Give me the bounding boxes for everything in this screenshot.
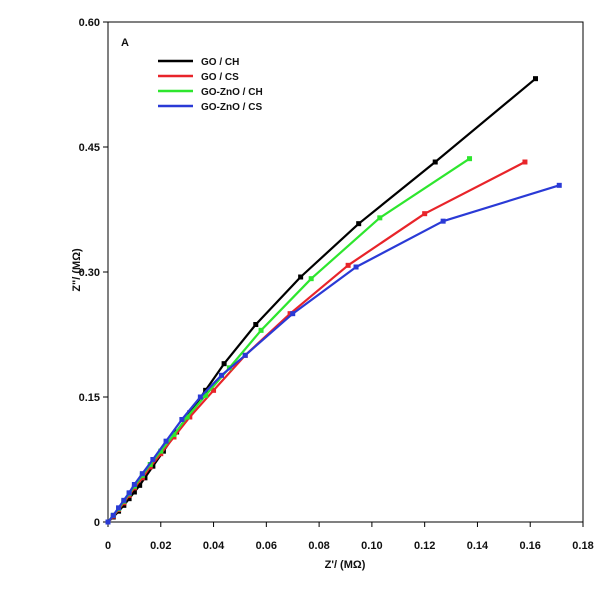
- data-point-go-ch: [137, 482, 143, 488]
- data-point-go-ch: [356, 221, 362, 227]
- x-tick-label: 0.04: [203, 540, 225, 552]
- x-tick-label: 0.08: [308, 540, 329, 552]
- x-tick-label: 0: [105, 540, 111, 552]
- data-point-go-cs: [211, 387, 217, 393]
- data-point-go-zno-ch: [158, 448, 164, 454]
- data-point-go-zno-cs: [116, 505, 122, 511]
- data-point-go-zno-cs: [440, 218, 446, 224]
- legend-label: GO-ZnO / CH: [201, 87, 263, 98]
- data-point-go-zno-cs: [131, 482, 137, 487]
- x-tick-label: 0.18: [572, 540, 593, 552]
- data-point-go-zno-ch: [308, 276, 314, 282]
- y-axis-label: Z"/ (MΩ): [71, 248, 83, 292]
- data-point-go-zno-ch: [377, 215, 383, 221]
- data-point-go-ch: [131, 489, 137, 495]
- series-line-go-ch: [107, 77, 537, 523]
- x-tick-label: 0.06: [256, 540, 277, 552]
- legend-label: GO-ZnO / CS: [201, 102, 262, 113]
- y-tick-label: 0: [94, 517, 100, 529]
- data-point-go-zno-cs: [139, 471, 145, 477]
- data-point-go-zno-cs: [150, 457, 156, 462]
- data-point-go-ch: [432, 159, 438, 165]
- data-point-go-zno-cs: [290, 311, 296, 317]
- legend: GO / CH GO / CS GO-ZnO / CH GO-ZnO / CS: [158, 57, 263, 113]
- y-tick-label: 0.30: [79, 267, 100, 279]
- data-point-go-zno-ch: [184, 414, 190, 420]
- data-point-go-zno-ch: [467, 156, 473, 162]
- data-point-go-cs: [522, 159, 528, 165]
- x-tick-label: 0.14: [467, 540, 489, 552]
- data-point-go-zno-cs: [197, 394, 203, 400]
- data-point-go-zno-cs: [218, 372, 224, 378]
- data-point-go-ch: [221, 361, 227, 367]
- data-point-go-zno-ch: [203, 392, 209, 398]
- series-layer: [105, 76, 562, 525]
- legend-label: GO / CS: [201, 72, 239, 83]
- data-point-go-zno-cs: [105, 519, 111, 525]
- data-point-go-ch: [253, 322, 259, 327]
- x-axis-label: Z'/ (MΩ): [325, 559, 366, 571]
- data-point-go-zno-cs: [242, 352, 248, 358]
- data-point-go-zno-ch: [258, 327, 264, 333]
- x-axis: 0 0.02 0.04 0.06 0.08 0.10 0.12 0.14 0.16 0.18: [105, 522, 594, 552]
- data-point-go-ch: [126, 496, 132, 502]
- x-tick-label: 0.12: [414, 540, 435, 552]
- x-tick-label: 0.10: [361, 540, 382, 552]
- data-point-go-ch: [142, 475, 148, 481]
- x-tick-label: 0.02: [150, 540, 171, 552]
- series-line-go-zno-cs: [107, 184, 560, 523]
- data-point-go-zno-ch: [171, 432, 177, 437]
- data-point-go-cs: [422, 211, 428, 217]
- data-point-go-zno-cs: [556, 182, 562, 188]
- y-tick-label: 0.60: [79, 17, 100, 29]
- legend-label: GO / CH: [201, 57, 239, 68]
- y-tick-label: 0.15: [79, 392, 100, 404]
- data-point-go-zno-cs: [163, 438, 169, 444]
- data-point-go-ch: [298, 274, 304, 280]
- data-point-go-zno-cs: [110, 512, 116, 518]
- y-tick-label: 0.45: [79, 142, 100, 154]
- data-point-go-cs: [287, 311, 293, 317]
- x-tick-label: 0.16: [520, 540, 541, 552]
- data-point-go-zno-cs: [126, 490, 132, 496]
- data-point-go-zno-cs: [353, 264, 359, 270]
- series-line-go-zno-ch: [107, 157, 471, 523]
- data-point-go-cs: [345, 262, 351, 268]
- panel-label: A: [121, 37, 129, 49]
- data-point-go-cs: [187, 414, 193, 420]
- y-axis: 0 0.15 0.30 0.45 0.60: [79, 17, 108, 529]
- data-point-go-ch: [533, 76, 538, 82]
- data-point-go-zno-cs: [179, 417, 185, 422]
- data-point-go-ch: [150, 463, 156, 469]
- data-point-go-zno-cs: [121, 497, 127, 503]
